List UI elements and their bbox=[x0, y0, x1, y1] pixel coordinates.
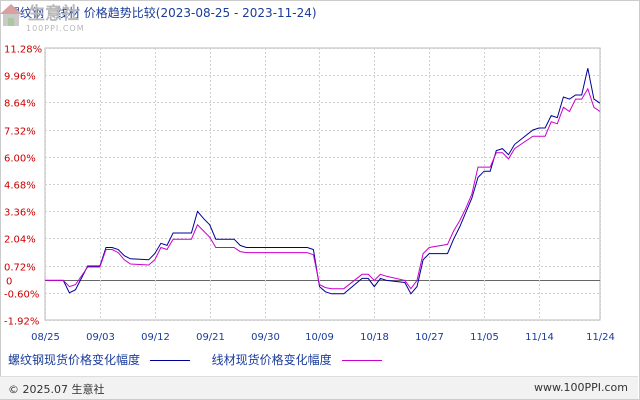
y-tick-label: 11.28% bbox=[4, 45, 42, 56]
x-tick-label: 10/27 bbox=[415, 332, 444, 343]
y-tick-label: 4.68% bbox=[4, 181, 36, 192]
y-tick-label: 7.32% bbox=[4, 127, 36, 138]
logo-site: 100PPI.COM bbox=[26, 24, 85, 33]
footer-site-link[interactable]: www.100PPI.com bbox=[534, 381, 628, 394]
y-tick-label: 0 bbox=[6, 277, 12, 288]
x-tick-label: 09/12 bbox=[141, 332, 170, 343]
x-tick-label: 10/18 bbox=[360, 332, 389, 343]
footer: © 2025.07 生意社 www.100PPI.com bbox=[0, 376, 638, 399]
series-line-rebar bbox=[45, 68, 601, 295]
logo-watermark: 生意社 100PPI.COM bbox=[0, 3, 85, 33]
x-tick-label: 11/05 bbox=[470, 332, 499, 343]
legend-label-rebar: 螺纹钢现货价格变化幅度 bbox=[8, 353, 141, 367]
y-tick-label: 6.00% bbox=[4, 154, 36, 165]
y-tick-label: 0.72% bbox=[4, 263, 36, 274]
x-tick-label: 11/14 bbox=[525, 332, 554, 343]
x-tick-label: 11/24 bbox=[586, 332, 615, 343]
y-tick-label: -1.92% bbox=[4, 317, 39, 328]
x-axis-labels: 08/25 09/03 09/12 09/21 09/30 10/09 10/18 10/27… bbox=[31, 332, 615, 343]
legend-swatch-wire-rod bbox=[341, 360, 382, 361]
x-tick-label: 09/03 bbox=[86, 332, 115, 343]
y-tick-label: -0.60% bbox=[4, 290, 39, 301]
series-lines bbox=[45, 68, 601, 295]
footer-copyright: © 2025.07 生意社 bbox=[8, 383, 105, 396]
x-tick-label: 09/30 bbox=[251, 332, 280, 343]
series-line-wire-rod bbox=[45, 87, 601, 290]
legend-item-rebar: 螺纹钢现货价格变化幅度 bbox=[8, 351, 190, 368]
legend-label-wire-rod: 线材现货价格变化幅度 bbox=[211, 353, 332, 367]
house-logo-icon bbox=[0, 4, 22, 26]
legend-item-wire-rod: 线材现货价格变化幅度 bbox=[212, 351, 382, 368]
x-tick-label: 09/21 bbox=[196, 332, 225, 343]
chart-title: 螺纹钢 - 线材 价格趋势比较(2023-08-25 - 2023-11-24) bbox=[8, 5, 317, 20]
grid bbox=[44, 47, 601, 321]
legend: 螺纹钢现货价格变化幅度 线材现货价格变化幅度 bbox=[8, 351, 400, 368]
y-tick-label: 8.64% bbox=[4, 99, 36, 110]
y-tick-label: 9.96% bbox=[4, 72, 36, 83]
y-axis-labels: 11.28% 9.96% 8.64% 7.32% 6.00% 4.68% 3.36% 2.04… bbox=[4, 45, 42, 328]
logo-text: 生意社 bbox=[28, 3, 79, 24]
x-tick-label: 08/25 bbox=[31, 332, 60, 343]
y-tick-label: 2.04% bbox=[4, 235, 36, 246]
legend-swatch-rebar bbox=[149, 360, 190, 361]
x-tick-label: 10/09 bbox=[305, 332, 334, 343]
y-tick-label: 3.36% bbox=[4, 208, 36, 219]
